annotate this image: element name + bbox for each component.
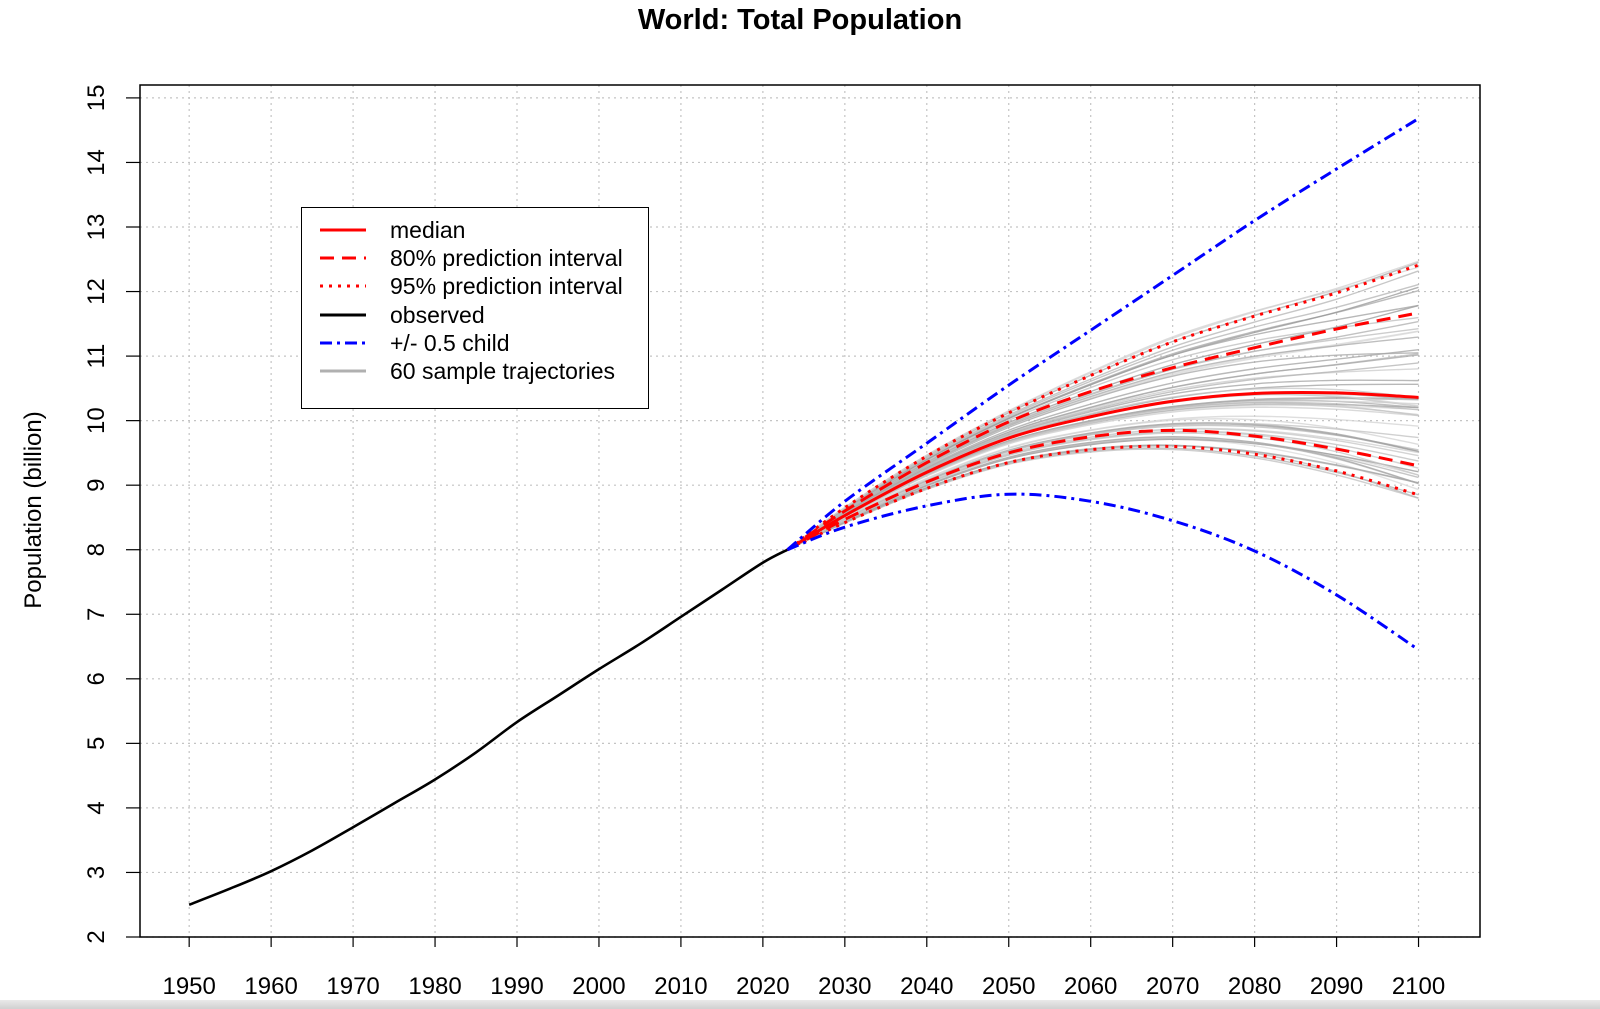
series-80-prediction-interval-upper — [786, 311, 1419, 551]
sample-trajectory — [787, 444, 1419, 551]
sample-trajectory — [787, 362, 1419, 551]
x-tick-label: 2080 — [1228, 973, 1281, 1000]
x-tick-label: 2010 — [654, 973, 707, 1000]
series-observed — [188, 548, 789, 906]
y-tick-label: 12 — [83, 278, 110, 305]
y-tick-label: 4 — [83, 801, 110, 814]
legend-label-trajectories: 60 sample trajectories — [390, 358, 615, 384]
y-tick-label: 15 — [83, 85, 110, 112]
x-tick-label: 1960 — [244, 973, 297, 1000]
legend-label-median: median — [390, 217, 466, 243]
window-bottom-edge — [0, 1000, 1600, 1009]
y-tick-label: 6 — [83, 672, 110, 685]
x-tick-label: 2040 — [900, 973, 953, 1000]
sample-trajectory — [787, 283, 1419, 551]
legend-item-child: +/- 0.5 child — [318, 329, 648, 357]
series-lines — [188, 117, 1420, 906]
sample-trajectory — [787, 403, 1419, 551]
x-tick-label: 2020 — [736, 973, 789, 1000]
legend-item-80-interval: 80% prediction interval — [318, 244, 648, 272]
sample-trajectory — [787, 336, 1419, 551]
sample-trajectory — [787, 304, 1419, 551]
y-tick-label: 14 — [83, 149, 110, 176]
y-tick-label: 10 — [83, 407, 110, 434]
series--0-5-child-upper — [786, 117, 1420, 551]
legend-label-observed: observed — [390, 302, 485, 328]
legend-swatch-median — [320, 228, 366, 232]
legend-label-80-interval: 80% prediction interval — [390, 245, 623, 271]
sample-trajectory — [787, 437, 1419, 551]
x-tick-label: 2060 — [1064, 973, 1117, 1000]
series-median — [786, 390, 1419, 552]
axes: 1950 1960 1970 1980 1990 2000 2010 2020 2030 2040… — [83, 85, 1445, 1000]
y-tick-label: 7 — [83, 608, 110, 621]
x-tick-label: 2100 — [1392, 973, 1445, 1000]
sample-trajectory — [787, 432, 1419, 551]
x-tick-label: 1970 — [326, 973, 379, 1000]
sample-trajectory — [787, 352, 1419, 551]
sample-trajectory — [787, 316, 1419, 551]
x-tick-label: 1980 — [408, 973, 461, 1000]
sample-trajectory — [787, 260, 1419, 551]
x-tick-label: 1950 — [162, 973, 215, 1000]
legend-swatch-95-interval — [320, 284, 366, 288]
y-tick-label: 5 — [83, 737, 110, 750]
legend-swatch-observed — [320, 313, 366, 317]
plot-frame — [139, 84, 1481, 938]
sample-trajectory — [787, 401, 1419, 551]
x-tick-label: 2050 — [982, 973, 1035, 1000]
legend-item-median: median — [318, 216, 648, 244]
x-tick-label: 1990 — [490, 973, 543, 1000]
legend-label-95-interval: 95% prediction interval — [390, 273, 623, 299]
series--0-5-child-lower — [786, 492, 1420, 652]
legend-item-observed: observed — [318, 301, 648, 329]
sample-trajectory — [787, 401, 1419, 551]
series-95-prediction-interval-upper — [786, 263, 1420, 551]
y-tick-label: 11 — [83, 344, 110, 369]
legend: median 80% prediction interval 95% predi… — [301, 207, 649, 409]
sample-trajectory — [787, 354, 1419, 551]
legend-swatch-child — [320, 341, 366, 345]
sample-trajectory — [787, 415, 1419, 551]
x-tick-label: 2090 — [1310, 973, 1363, 1000]
legend-swatch-80-interval — [320, 256, 366, 260]
sample-trajectory — [787, 400, 1419, 551]
legend-item-trajectories: 60 sample trajectories — [318, 357, 648, 385]
x-tick-label: 2070 — [1146, 973, 1199, 1000]
y-tick-label: 3 — [83, 866, 110, 879]
y-tick-label: 9 — [83, 479, 110, 492]
series-80-prediction-interval-lower — [786, 428, 1419, 552]
y-tick-label: 2 — [83, 930, 110, 943]
y-tick-label: 13 — [83, 214, 110, 241]
x-tick-label: 2000 — [572, 973, 625, 1000]
x-tick-label: 2030 — [818, 973, 871, 1000]
y-tick-label: 8 — [83, 543, 110, 556]
legend-item-95-interval: 95% prediction interval — [318, 272, 648, 300]
chart-title: World: Total Population — [637, 4, 963, 36]
legend-swatch-trajectories — [320, 369, 366, 373]
legend-label-child: +/- 0.5 child — [390, 330, 510, 356]
sample-trajectories — [787, 260, 1419, 551]
